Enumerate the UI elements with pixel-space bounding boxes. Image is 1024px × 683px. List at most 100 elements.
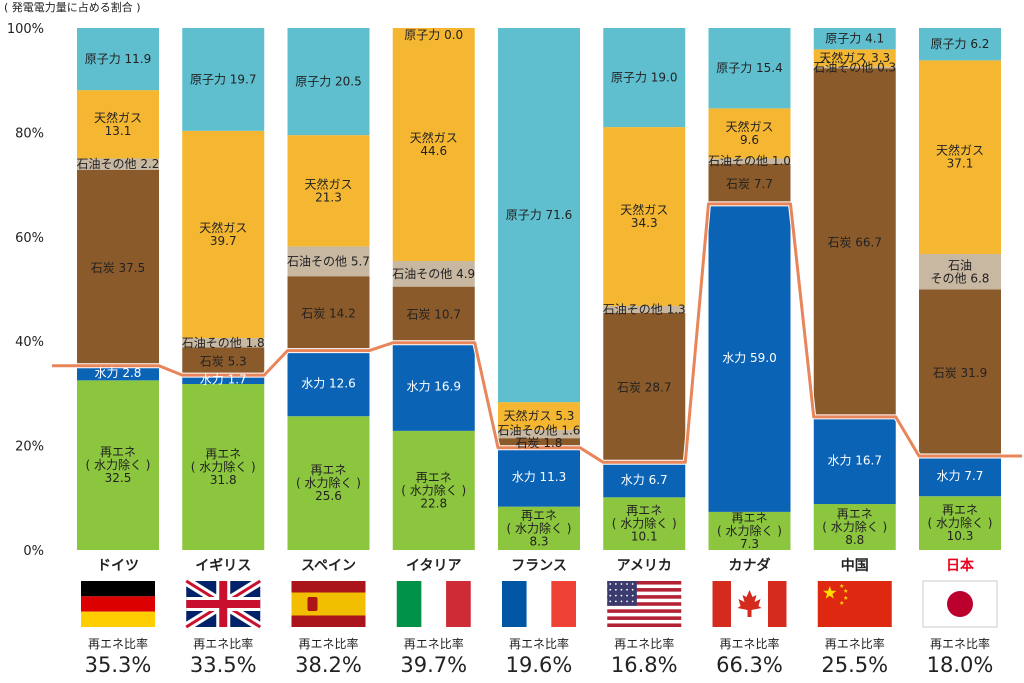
country-label: アメリカ bbox=[617, 558, 672, 574]
segment-label-oil: 石油その他 1.8 bbox=[182, 336, 265, 350]
bar-segment-renewable bbox=[287, 416, 370, 550]
ratio-value: 16.8% bbox=[611, 653, 678, 677]
bar-segment-renewable bbox=[77, 380, 159, 550]
bar-segment-oil bbox=[77, 158, 159, 170]
segment-label-coal: 石炭 28.7 bbox=[617, 381, 672, 395]
segment-label-gas: 天然ガス bbox=[199, 220, 247, 235]
ratio-value: 35.3% bbox=[85, 653, 152, 677]
segment-label-coal: 石炭 37.5 bbox=[91, 261, 146, 275]
bar-segment-coal bbox=[603, 312, 686, 463]
segment-label-hydro: 水力 59.0 bbox=[722, 351, 777, 365]
y-tick-label: 40% bbox=[15, 335, 44, 350]
y-axis: 0% 20% 40% 60% 80% 100% bbox=[7, 22, 44, 559]
segment-label-hydro: 水力 6.7 bbox=[621, 473, 668, 487]
flag-jp-icon bbox=[922, 580, 998, 628]
segment-label-gas: 44.6 bbox=[420, 144, 447, 158]
segment-label-hydro: 水力 2.8 bbox=[95, 366, 142, 380]
bar-segment-nuclear bbox=[919, 28, 1001, 61]
bar-segment-gas bbox=[77, 90, 159, 159]
segment-label-oil: 石油 bbox=[948, 258, 972, 272]
segment-label-renewable: ( 水力除く ) bbox=[928, 515, 993, 530]
segment-label-renewable: ( 水力除く ) bbox=[612, 516, 677, 531]
y-tick-label: 0% bbox=[23, 544, 44, 559]
ratio-value: 25.5% bbox=[821, 653, 888, 677]
segment-label-renewable: 22.8 bbox=[420, 496, 447, 510]
segment-label-nuclear: 原子力 6.2 bbox=[931, 37, 990, 51]
segment-label-oil: 石油その他 1.0 bbox=[708, 154, 791, 168]
segment-label-renewable: ( 水力除く ) bbox=[717, 523, 782, 538]
country-label: イタリア bbox=[406, 558, 461, 574]
ratio-value: 66.3% bbox=[716, 653, 783, 677]
segment-label-renewable: 10.1 bbox=[631, 530, 658, 544]
segment-label-coal: 石炭 14.2 bbox=[301, 306, 356, 320]
ratio-value: 19.6% bbox=[506, 653, 573, 677]
flag-group bbox=[81, 577, 998, 631]
segment-label-renewable: ( 水力除く ) bbox=[191, 459, 256, 474]
segment-label-oil: 石油その他 1.3 bbox=[603, 302, 686, 316]
flag-ca-icon bbox=[712, 581, 787, 627]
segment-label-gas: 37.1 bbox=[947, 157, 974, 171]
segment-label-renewable: 再エネ bbox=[521, 508, 557, 522]
segment-label-nuclear: 原子力 19.7 bbox=[190, 72, 257, 86]
bar-segment-gas bbox=[182, 130, 265, 339]
ratio-value: 18.0% bbox=[927, 653, 994, 677]
bar-segment-gas bbox=[919, 60, 1001, 255]
segment-label-renewable: 再エネ bbox=[205, 447, 241, 461]
segment-label-renewable: 8.8 bbox=[845, 533, 864, 547]
ratio-caption: 再エネ比率 bbox=[614, 636, 674, 651]
country-label: 中国 bbox=[841, 557, 869, 574]
y-tick-label: 60% bbox=[15, 231, 44, 246]
ratio-caption: 再エネ比率 bbox=[193, 636, 253, 651]
bar-segment-hydro bbox=[813, 416, 896, 505]
segment-label-renewable: 10.3 bbox=[947, 529, 974, 543]
ratio-caption: 再エネ比率 bbox=[825, 636, 885, 651]
segment-label-hydro: 水力 12.6 bbox=[301, 376, 356, 390]
segment-label-renewable: 再エネ bbox=[626, 504, 662, 518]
flag-it-icon bbox=[396, 581, 471, 627]
flag-de-icon bbox=[81, 581, 155, 627]
bar-segment-oil bbox=[287, 246, 370, 277]
segment-label-nuclear: 原子力 0.0 bbox=[404, 28, 463, 42]
segment-label-coal: 石炭 31.9 bbox=[933, 366, 988, 380]
segment-label-nuclear: 原子力 15.4 bbox=[716, 61, 783, 75]
country-label: スペイン bbox=[301, 558, 356, 574]
segment-label-gas: 39.7 bbox=[210, 234, 237, 248]
bar-segment-hydro bbox=[77, 365, 159, 381]
bar-segment-nuclear bbox=[182, 28, 265, 131]
bar-segment-oil bbox=[182, 338, 265, 348]
bar-segment-coal bbox=[498, 438, 580, 448]
bar-segment-gas bbox=[498, 402, 580, 430]
bar-stack-group bbox=[77, 28, 1001, 550]
ratio-caption: 再エネ比率 bbox=[509, 636, 569, 651]
flag-us-icon bbox=[607, 581, 682, 627]
chart-title: ( 発電電力量に占める割合 ) bbox=[4, 0, 141, 14]
segment-label-renewable: 再エネ bbox=[837, 507, 873, 521]
segment-label-renewable: 8.3 bbox=[529, 534, 548, 548]
bar-segment-renewable bbox=[919, 496, 1001, 550]
bar-segment-oil bbox=[708, 158, 791, 164]
bar-segment-oil bbox=[603, 305, 686, 313]
flag-cn-icon bbox=[817, 581, 892, 627]
segment-label-nuclear: 原子力 11.9 bbox=[85, 52, 152, 66]
segment-label-renewable: 再エネ bbox=[310, 463, 346, 477]
y-tick-label: 80% bbox=[15, 126, 44, 141]
bar-segment-hydro bbox=[603, 462, 686, 498]
bar-segment-renewable bbox=[498, 506, 580, 550]
y-tick-label: 20% bbox=[15, 440, 44, 455]
bar-segment-renewable bbox=[813, 504, 896, 550]
country-label: フランス bbox=[511, 558, 567, 574]
ratio-value: 39.7% bbox=[400, 653, 467, 677]
segment-label-gas: 天然ガス bbox=[94, 110, 142, 125]
bar-segment-nuclear bbox=[287, 28, 370, 136]
segment-label-gas: 21.3 bbox=[315, 190, 342, 204]
segment-label-gas: 34.3 bbox=[631, 216, 658, 230]
bar-segment-oil bbox=[392, 261, 475, 287]
segment-label-oil: 石油その他 1.6 bbox=[498, 423, 581, 437]
bar-segment-oil bbox=[919, 254, 1001, 290]
bar-segment-gas bbox=[287, 135, 370, 247]
country-label-group: ドイツ イギリス スペイン イタリア フランス アメリカ カナダ 中国 日本 bbox=[97, 557, 975, 574]
bar-segment-renewable bbox=[708, 511, 791, 550]
y-tick-label: 100% bbox=[7, 22, 44, 37]
